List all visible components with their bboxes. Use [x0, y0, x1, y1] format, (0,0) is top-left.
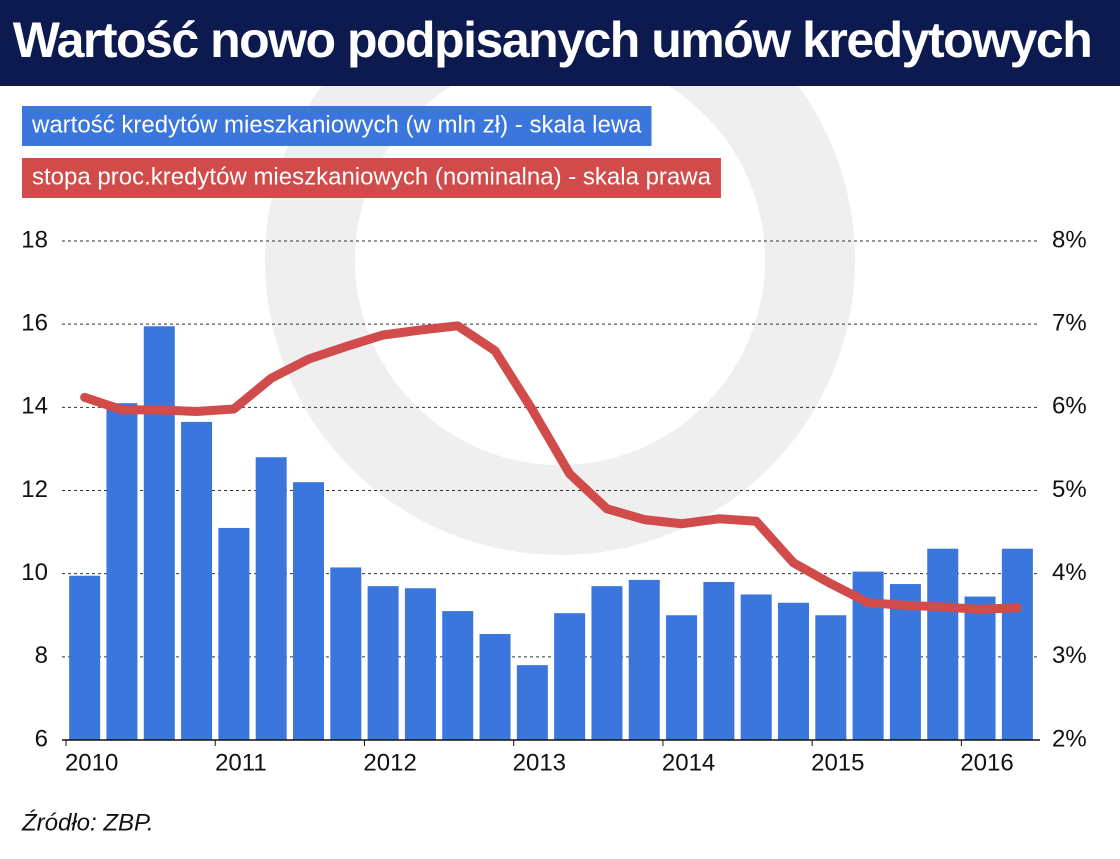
bar: [404, 588, 436, 740]
x-tick-label: 2012: [363, 749, 416, 776]
legend-label: stopa proc.kredytów mieszkaniowych (nomi…: [32, 163, 712, 190]
bar: [143, 326, 175, 740]
x-tick-label: 2010: [65, 749, 118, 776]
y-tick-label: 8: [35, 642, 48, 669]
bar: [181, 421, 213, 740]
y-tick-label: 6: [35, 725, 48, 752]
bar: [106, 403, 138, 740]
bar: [442, 611, 474, 740]
chart-title: Wartość nowo podpisanych umów kredytowyc…: [13, 12, 1091, 68]
bar: [218, 527, 250, 740]
bar: [330, 567, 362, 740]
y-tick-label: 12: [21, 476, 48, 503]
bar: [815, 615, 847, 740]
y-tick-label: 18: [21, 226, 48, 253]
bar: [69, 575, 101, 740]
x-tick-label: 2013: [513, 749, 566, 776]
bar: [927, 548, 959, 740]
bar: [516, 665, 548, 740]
bar: [479, 633, 511, 740]
line: [80, 321, 1022, 614]
bar: [964, 596, 996, 740]
y2-tick-label: 5%: [1052, 476, 1087, 503]
title-bar: [0, 0, 1120, 86]
source: Źródło: ZBP.: [21, 809, 154, 836]
x-tick-label: 2011: [215, 749, 267, 776]
legend-box: [22, 106, 652, 146]
y2-tick-label: 3%: [1052, 642, 1087, 669]
x-tick-label: 2016: [960, 749, 1013, 776]
bar: [367, 586, 399, 740]
bar: [628, 579, 660, 740]
y2-tick-label: 2%: [1052, 725, 1087, 752]
bar: [666, 615, 698, 740]
y-tick-label: 14: [21, 393, 48, 420]
bar: [703, 581, 735, 740]
x-tick-label: 2015: [811, 749, 864, 776]
bar: [293, 482, 324, 740]
y-tick-label: 10: [21, 559, 48, 586]
y2-tick-label: 4%: [1052, 559, 1087, 586]
bar: [591, 586, 623, 740]
legend-box: [22, 158, 721, 198]
y2-tick-label: 8%: [1052, 226, 1087, 253]
bar: [778, 602, 809, 740]
y2-tick-label: 6%: [1052, 393, 1087, 420]
bar: [1001, 548, 1033, 740]
bar: [554, 613, 586, 740]
bar: [255, 457, 287, 740]
y-tick-label: 16: [21, 310, 48, 337]
bar: [740, 594, 772, 740]
y2-tick-label: 7%: [1052, 310, 1087, 337]
x-tick-label: 2014: [662, 749, 715, 776]
legend-label: wartość kredytów mieszkaniowych (w mln z…: [31, 111, 642, 138]
